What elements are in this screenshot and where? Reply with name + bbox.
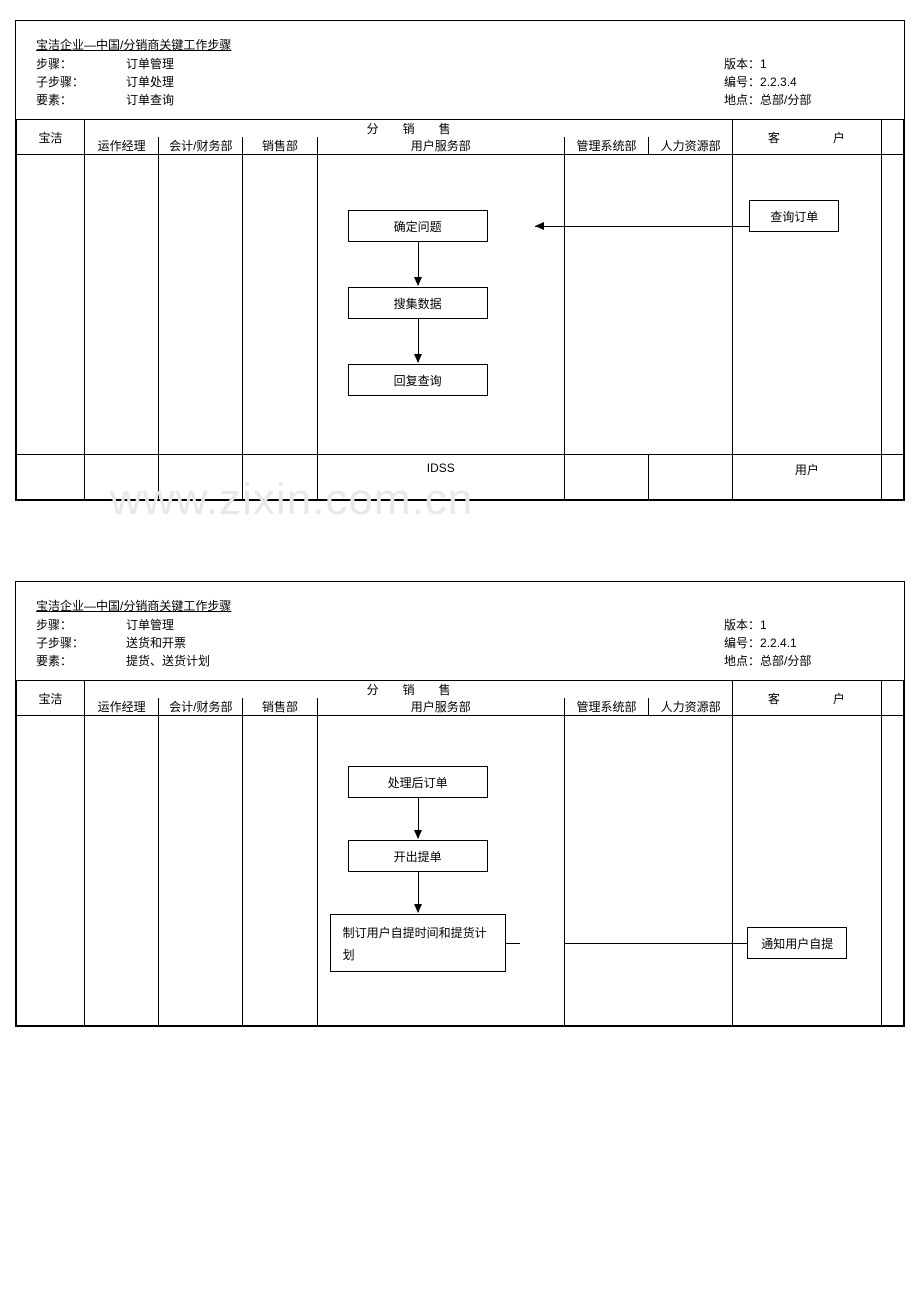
connector-line: [565, 943, 732, 944]
node-issue-bill: 开出提单: [348, 840, 488, 872]
lane-ops: 运作经理: [85, 698, 159, 716]
node-notify-pickup: 通知用户自提: [747, 927, 847, 959]
substep-value: 送货和开票: [126, 636, 186, 650]
lane-hr: 人力资源部: [649, 698, 733, 716]
arrow-1: [418, 242, 419, 285]
element-label: 要素：: [36, 91, 126, 109]
lane-acct: 会计/财务部: [159, 698, 243, 716]
flowchart-diagram-1: 宝洁企业—中国/分销商关键工作步骤 步骤：订单管理 子步骤：订单处理 要素：订单…: [15, 20, 905, 501]
flow-area-customer: 通知用户自提: [733, 716, 880, 1025]
number-label: 编号：: [724, 636, 760, 650]
element-value: 订单查询: [126, 93, 174, 107]
lane-customer: 客 户: [733, 681, 881, 716]
version-value: 1: [760, 57, 767, 71]
element-label: 要素：: [36, 652, 126, 670]
header-block: 宝洁企业—中国/分销商关键工作步骤 步骤：订单管理 子步骤：订单处理 要素：订单…: [16, 21, 904, 119]
swimlane-table: 宝洁 分 销 售 客 户 运作经理 会计/财务部 销售部 用户服务部 管理系统部…: [16, 119, 904, 500]
lane-sales: 销售部: [243, 137, 317, 155]
connector-line-cust: [733, 226, 749, 227]
flow-area-cs: 处理后订单 开出提单 制订用户自提时间和提货计划: [318, 716, 564, 1025]
arrow-2: [418, 319, 419, 362]
lane-baojie: 宝洁: [17, 120, 85, 155]
location-label: 地点：: [724, 93, 760, 107]
version-value: 1: [760, 618, 767, 632]
substep-label: 子步骤：: [36, 73, 126, 91]
node-query-order: 查询订单: [749, 200, 839, 232]
lane-ops: 运作经理: [85, 137, 159, 155]
lane-sales: 销售部: [243, 698, 317, 716]
lane-cs: 用户服务部: [317, 698, 564, 716]
swimlane-table: 宝洁 分 销 售 客 户 运作经理 会计/财务部 销售部 用户服务部 管理系统部…: [16, 680, 904, 1026]
number-value: 2.2.4.1: [760, 636, 797, 650]
flow-area-cs: 确定问题 搜集数据 回复查询: [318, 155, 564, 454]
footer-customer: 用户: [733, 455, 881, 500]
lane-group-title: 分 销 售: [85, 120, 733, 138]
lane-cs: 用户服务部: [317, 137, 564, 155]
connector-line-cust: [733, 943, 747, 944]
number-value: 2.2.3.4: [760, 75, 797, 89]
lane-extra: [881, 681, 903, 716]
flow-area-customer: 查询订单: [733, 155, 880, 454]
substep-label: 子步骤：: [36, 634, 126, 652]
header-title: 宝洁企业—中国/分销商关键工作步骤: [36, 36, 884, 53]
arrow-2: [418, 872, 419, 912]
location-value: 总部/分部: [760, 654, 811, 668]
lane-mis: 管理系统部: [564, 698, 648, 716]
element-value: 提货、送货计划: [126, 654, 210, 668]
version-label: 版本：: [724, 618, 760, 632]
header-title: 宝洁企业—中国/分销商关键工作步骤: [36, 597, 884, 614]
node-processed-order: 处理后订单: [348, 766, 488, 798]
version-label: 版本：: [724, 57, 760, 71]
step-label: 步骤：: [36, 616, 126, 634]
arrow-head-to-cs: [535, 222, 544, 230]
flowchart-diagram-2: 宝洁企业—中国/分销商关键工作步骤 步骤：订单管理 子步骤：送货和开票 要素：提…: [15, 581, 905, 1027]
lane-extra: [881, 120, 903, 155]
lane-customer: 客 户: [733, 120, 881, 155]
lane-mis: 管理系统部: [564, 137, 648, 155]
step-label: 步骤：: [36, 55, 126, 73]
substep-value: 订单处理: [126, 75, 174, 89]
lane-baojie: 宝洁: [17, 681, 85, 716]
step-value: 订单管理: [126, 57, 174, 71]
number-label: 编号：: [724, 75, 760, 89]
node-pickup-plan: 制订用户自提时间和提货计划: [330, 914, 506, 972]
lane-acct: 会计/财务部: [159, 137, 243, 155]
footer-cs: IDSS: [317, 455, 564, 500]
lane-hr: 人力资源部: [649, 137, 733, 155]
arrow-1: [418, 798, 419, 838]
location-label: 地点：: [724, 654, 760, 668]
node-collect-data: 搜集数据: [348, 287, 488, 319]
lane-group-title: 分 销 售: [85, 681, 733, 699]
connector-out: [506, 943, 520, 944]
header-block: 宝洁企业—中国/分销商关键工作步骤 步骤：订单管理 子步骤：送货和开票 要素：提…: [16, 582, 904, 680]
node-identify-issue: 确定问题: [348, 210, 488, 242]
step-value: 订单管理: [126, 618, 174, 632]
location-value: 总部/分部: [760, 93, 811, 107]
node-reply-query: 回复查询: [348, 364, 488, 396]
